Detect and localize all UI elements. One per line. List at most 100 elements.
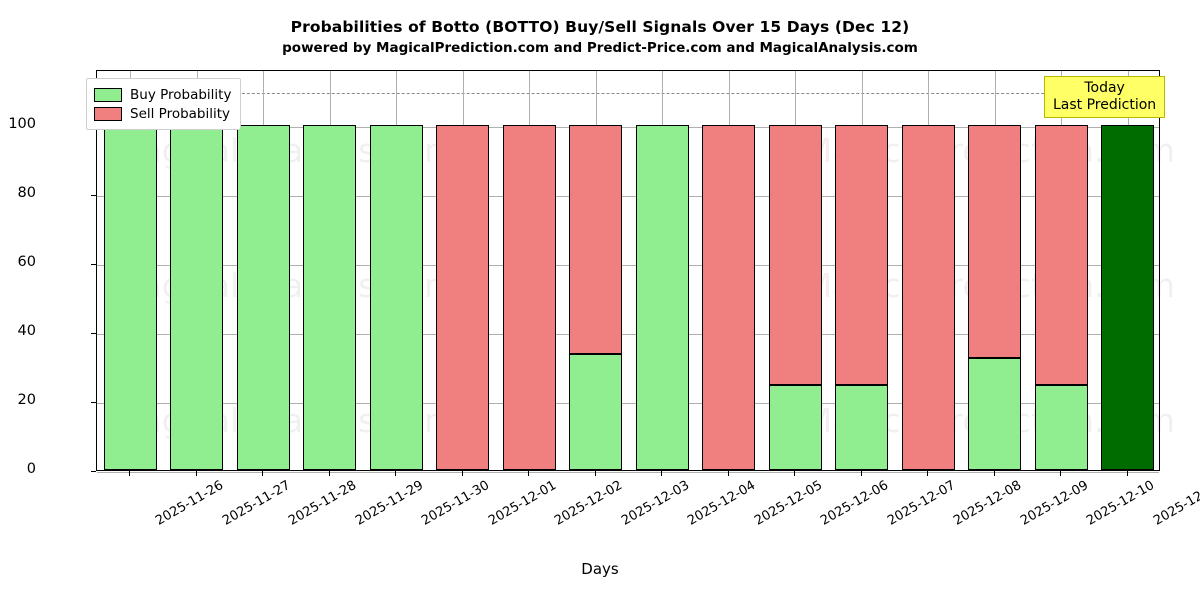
x-tick-mark [1060,471,1062,476]
bar-segment-sell[interactable] [1034,125,1088,386]
bar-segment-today[interactable] [1101,125,1155,470]
bar-group[interactable] [569,69,623,470]
gridline-h [97,334,1159,335]
gridline-h [97,196,1159,197]
today-annotation-line1: Today [1084,80,1125,96]
x-tick-mark [594,471,596,476]
legend-swatch-buy-icon [94,87,122,102]
x-tick-mark [860,471,862,476]
x-tick-label: 2025-12-07 [884,478,958,529]
bar-segment-sell[interactable] [901,125,955,470]
bar-group[interactable] [1034,69,1088,470]
bar-segment-sell[interactable] [569,125,623,354]
x-tick-label: 2025-12-01 [485,478,559,529]
bar-group[interactable] [436,69,490,470]
x-tick-label: 2025-12-03 [618,478,692,529]
bar-group[interactable] [968,69,1022,470]
bar-segment-buy[interactable] [103,125,157,470]
bar-group[interactable] [835,69,889,470]
x-tick-label: 2025-12-02 [552,478,626,529]
x-tick-mark [1126,471,1128,476]
bar-segment-sell[interactable] [502,125,556,470]
x-tick-label: 2025-12-06 [818,478,892,529]
x-tick-label: 2025-11-27 [219,478,293,529]
x-tick-label: 2025-12-11 [1150,478,1200,529]
y-tick-label: 60 [17,254,36,270]
y-tick-label: 40 [17,323,36,339]
bar-group[interactable] [768,69,822,470]
x-tick-mark [794,471,796,476]
x-tick-label: 2025-12-09 [1017,478,1091,529]
y-tick-mark [91,195,96,197]
x-tick-mark [328,471,330,476]
legend-label-sell: Sell Probability [130,105,231,122]
y-tick-label: 0 [26,461,36,477]
bar-group[interactable] [1101,69,1155,470]
chart-subtitle: powered by MagicalPrediction.com and Pre… [282,40,918,56]
bar-group[interactable] [236,69,290,470]
bar-group[interactable] [170,69,224,470]
bar-segment-sell[interactable] [702,125,756,470]
legend-item-sell: Sell Probability [94,104,231,123]
x-tick-mark [262,471,264,476]
bar-segment-buy[interactable] [968,358,1022,470]
bar-segment-sell[interactable] [835,125,889,386]
x-tick-mark [195,471,197,476]
bar-segment-sell[interactable] [436,125,490,470]
gridline-h [97,472,1159,473]
x-tick-mark [927,471,929,476]
x-tick-label: 2025-11-30 [419,478,493,529]
x-tick-label: 2025-12-08 [951,478,1025,529]
y-tick-label: 100 [8,116,36,132]
x-tick-label: 2025-11-26 [153,478,227,529]
bar-segment-buy[interactable] [569,353,623,470]
x-tick-label: 2025-11-29 [352,478,426,529]
y-tick-mark [91,264,96,266]
today-annotation: Today Last Prediction [1044,76,1166,119]
x-axis-label: Days [581,560,619,578]
bar-group[interactable] [901,69,955,470]
x-tick-mark [993,471,995,476]
bar-segment-buy[interactable] [635,125,689,470]
bar-group[interactable] [502,69,556,470]
gridline-h [97,403,1159,404]
x-tick-label: 2025-11-28 [286,478,360,529]
x-tick-mark [461,471,463,476]
y-tick-mark [91,471,96,473]
x-tick-mark [129,471,131,476]
bar-segment-buy[interactable] [768,385,822,470]
bar-segment-buy[interactable] [303,125,357,470]
legend-label-buy: Buy Probability [130,86,232,103]
plot-area: MagicalAnalysis.comMagicalPrediction.com… [96,70,1175,473]
x-tick-mark [727,471,729,476]
bar-segment-buy[interactable] [236,125,290,470]
y-tick-label: 20 [17,392,36,408]
bar-segment-buy[interactable] [369,125,423,470]
bar-group[interactable] [635,69,689,470]
bar-segment-buy[interactable] [835,385,889,470]
bar-series [97,71,1159,470]
gridline-h [97,265,1159,266]
x-tick-label: 2025-12-04 [685,478,759,529]
x-tick-mark [661,471,663,476]
y-tick-mark [91,333,96,335]
y-tick-label: 80 [17,185,36,201]
bar-segment-sell[interactable] [968,125,1022,359]
x-tick-mark [528,471,530,476]
bar-segment-buy[interactable] [170,125,224,470]
gridline-h [97,127,1159,128]
bar-group[interactable] [303,69,357,470]
x-tick-label: 2025-12-05 [751,478,825,529]
bar-group[interactable] [702,69,756,470]
legend-item-buy: Buy Probability [94,85,231,104]
bar-segment-buy[interactable] [1034,385,1088,470]
bar-group[interactable] [369,69,423,470]
y-tick-mark [91,402,96,404]
x-tick-label: 2025-12-10 [1084,478,1158,529]
legend: Buy Probability Sell Probability [86,78,242,130]
today-annotation-line2: Last Prediction [1053,96,1157,113]
chart-title: Probabilities of Botto (BOTTO) Buy/Sell … [290,18,910,36]
legend-swatch-sell-icon [94,106,122,121]
bar-segment-sell[interactable] [768,125,822,386]
reference-dashed-line [97,92,1159,94]
